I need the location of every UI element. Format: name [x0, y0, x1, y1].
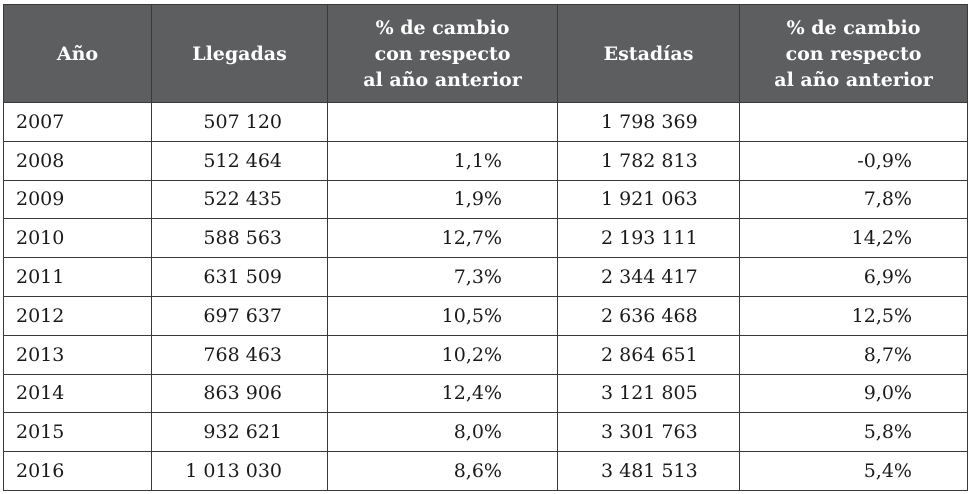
header-year: Año	[3, 4, 152, 103]
stays-change-cell: 5,4%	[739, 451, 968, 491]
year-cell: 2009	[3, 179, 152, 220]
arrivals-change-cell: 12,4%	[327, 373, 558, 414]
stays-change-cell: 14,2%	[739, 218, 968, 259]
stays-cell: 2 193 111	[557, 218, 740, 259]
header-arrivals-change-line-3: al año anterior	[363, 68, 522, 91]
arrivals-change-cell: 8,0%	[327, 412, 558, 453]
stays-change-cell: 9,0%	[739, 373, 968, 414]
table-row: 2008 512 464 1,1% 1 782 813 -0,9%	[3, 140, 968, 181]
table-header: Año Llegadas % de cambio con respecto al…	[3, 4, 968, 103]
year-cell: 2008	[3, 140, 152, 181]
stays-cell: 3 481 513	[557, 451, 740, 491]
table-row: 2010 588 563 12,7% 2 193 111 14,2%	[3, 218, 968, 259]
header-stays-change: % de cambio con respecto al año anterior	[739, 4, 968, 103]
stays-cell: 2 636 468	[557, 295, 740, 336]
table-row: 2014 863 906 12,4% 3 121 805 9,0%	[3, 373, 968, 414]
stays-cell: 1 782 813	[557, 140, 740, 181]
stays-cell: 3 301 763	[557, 412, 740, 453]
header-row: Año Llegadas % de cambio con respecto al…	[3, 4, 968, 103]
stays-change-cell: 12,5%	[739, 295, 968, 336]
arrivals-cell: 863 906	[151, 373, 328, 414]
year-cell: 2012	[3, 295, 152, 336]
table-row: 2009 522 435 1,9% 1 921 063 7,8%	[3, 179, 968, 220]
stays-change-cell: 8,7%	[739, 334, 968, 375]
arrivals-change-cell: 7,3%	[327, 257, 558, 297]
stays-cell: 2 344 417	[557, 257, 740, 297]
arrivals-cell: 522 435	[151, 179, 328, 220]
stays-cell: 3 121 805	[557, 373, 740, 414]
arrivals-change-cell: 1,9%	[327, 179, 558, 220]
year-cell: 2010	[3, 218, 152, 259]
header-arrivals-change-line-1: % de cambio	[375, 16, 510, 39]
arrivals-cell: 512 464	[151, 140, 328, 181]
year-cell: 2016	[3, 451, 152, 491]
header-arrivals-change-line-2: con respecto	[374, 42, 511, 65]
stays-change-cell: -0,9%	[739, 140, 968, 181]
stays-cell: 2 864 651	[557, 334, 740, 375]
table-row: 2013 768 463 10,2% 2 864 651 8,7%	[3, 334, 968, 375]
table-row: 2011 631 509 7,3% 2 344 417 6,9%	[3, 257, 968, 297]
data-table: Año Llegadas % de cambio con respecto al…	[3, 4, 968, 491]
stays-cell: 1 798 369	[557, 102, 740, 142]
year-cell: 2015	[3, 412, 152, 453]
stays-change-cell: 5,8%	[739, 412, 968, 453]
arrivals-cell: 932 621	[151, 412, 328, 453]
year-cell: 2014	[3, 373, 152, 414]
year-cell: 2007	[3, 102, 152, 142]
header-stays-change-line-2: con respecto	[785, 42, 922, 65]
arrivals-cell: 697 637	[151, 295, 328, 336]
table-row: 2007 507 120 1 798 369	[3, 102, 968, 142]
arrivals-cell: 507 120	[151, 102, 328, 142]
table-row: 2016 1 013 030 8,6% 3 481 513 5,4%	[3, 451, 968, 491]
year-cell: 2011	[3, 257, 152, 297]
header-arrivals: Llegadas	[151, 4, 328, 103]
stays-change-cell: 6,9%	[739, 257, 968, 297]
arrivals-cell: 768 463	[151, 334, 328, 375]
stays-change-cell	[739, 102, 968, 142]
arrivals-change-cell: 10,2%	[327, 334, 558, 375]
arrivals-change-cell	[327, 102, 558, 142]
arrivals-change-cell: 12,7%	[327, 218, 558, 259]
header-stays-change-line-1: % de cambio	[786, 16, 921, 39]
table-row: 2012 697 637 10,5% 2 636 468 12,5%	[3, 295, 968, 336]
table-row: 2015 932 621 8,0% 3 301 763 5,8%	[3, 412, 968, 453]
arrivals-change-cell: 1,1%	[327, 140, 558, 181]
year-cell: 2013	[3, 334, 152, 375]
stays-change-cell: 7,8%	[739, 179, 968, 220]
header-stays-change-line-3: al año anterior	[774, 68, 933, 91]
arrivals-change-cell: 8,6%	[327, 451, 558, 491]
table-body: 2007 507 120 1 798 369 2008 512 464 1,1%…	[3, 102, 968, 491]
header-stays: Estadías	[557, 4, 740, 103]
arrivals-change-cell: 10,5%	[327, 295, 558, 336]
arrivals-cell: 631 509	[151, 257, 328, 297]
header-arrivals-change: % de cambio con respecto al año anterior	[327, 4, 558, 103]
stays-cell: 1 921 063	[557, 179, 740, 220]
arrivals-cell: 588 563	[151, 218, 328, 259]
arrivals-cell: 1 013 030	[151, 451, 328, 491]
